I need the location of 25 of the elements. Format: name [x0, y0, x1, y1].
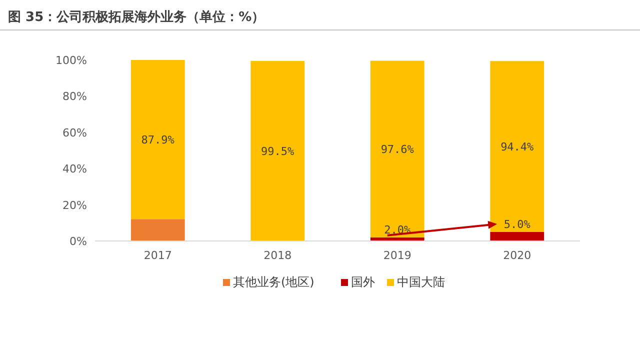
x-tick-label: 2018	[264, 249, 292, 262]
data-label: 97.6%	[380, 143, 414, 156]
y-tick-label: 60%	[62, 126, 87, 140]
y-tick-label: 40%	[62, 162, 87, 176]
bar	[130, 219, 185, 241]
y-tick-label: 20%	[62, 198, 87, 212]
legend-label: 其他业务(地区)	[233, 275, 314, 289]
x-tick-label: 2020	[503, 249, 532, 262]
y-tick-label: 100%	[56, 54, 87, 67]
bar	[130, 60, 185, 220]
data-label: 87.9%	[141, 134, 175, 147]
bar	[370, 60, 424, 238]
bar	[490, 61, 544, 232]
y-tick-label: 0%	[70, 235, 87, 248]
x-tick-label: 2019	[383, 249, 412, 262]
bar	[250, 60, 305, 241]
x-tick-label: 2017	[144, 249, 172, 262]
legend-label: 国外	[351, 275, 375, 289]
data-label: 99.5%	[261, 144, 295, 158]
data-label: 5.0%	[504, 218, 531, 231]
legend-label: 中国大陆	[397, 275, 445, 289]
chart-title: 图 35：公司积极拓展海外业务（单位：%）	[8, 9, 265, 25]
bar	[490, 232, 544, 241]
y-tick-label: 80%	[62, 90, 87, 104]
data-label: 94.4%	[500, 140, 534, 154]
